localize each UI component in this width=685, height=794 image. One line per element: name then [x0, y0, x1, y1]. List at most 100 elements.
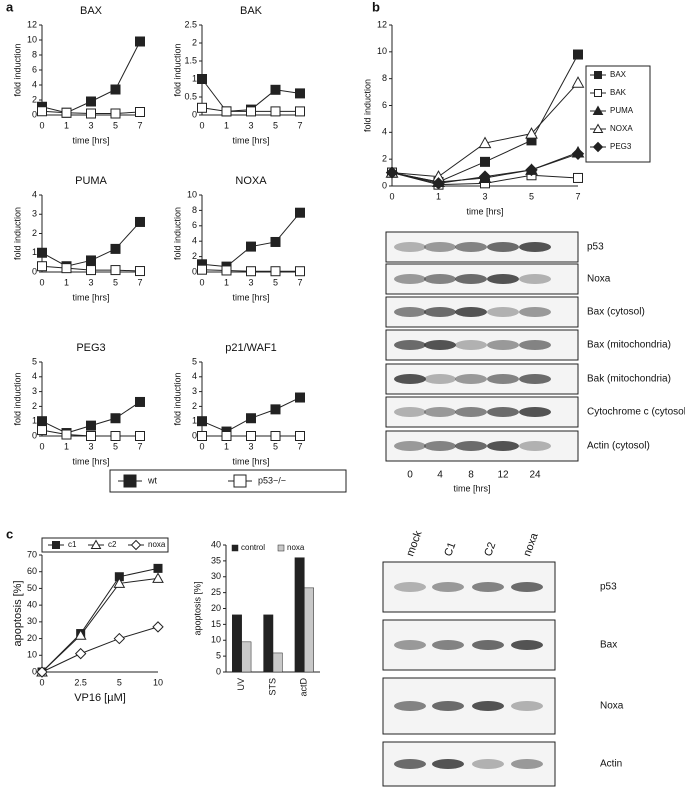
y-tick-label: 70 [27, 549, 37, 559]
y-tick-label: 2 [32, 94, 37, 104]
y-tick-label: 4 [32, 371, 37, 381]
blot-band [487, 441, 519, 451]
blot-band [432, 759, 464, 769]
x-tick-label: 7 [297, 441, 302, 451]
x-tick-label: 5 [113, 441, 118, 451]
blot-row-label: Bax (mitochondria) [587, 340, 671, 351]
y-tick-label: 0 [192, 430, 197, 440]
marker [270, 106, 281, 117]
marker [36, 666, 48, 678]
legend-label: c1 [68, 540, 77, 549]
marker [86, 420, 96, 431]
legend-label: PUMA [610, 106, 634, 115]
legend-label: wt [147, 475, 157, 485]
blot-band [424, 307, 456, 317]
blot-row-label: Bak (mitochondria) [587, 374, 671, 385]
blot-band [519, 242, 551, 252]
y-tick-label: 0 [32, 666, 37, 676]
y-tick-label: 8 [382, 73, 387, 83]
blot-band [394, 582, 426, 592]
blot-row-label: Noxa [600, 701, 624, 712]
marker [61, 263, 72, 274]
blot-band [511, 582, 543, 592]
legend-label: noxa [148, 540, 166, 549]
marker [153, 563, 163, 573]
marker [480, 156, 490, 167]
marker [478, 136, 492, 149]
marker [270, 404, 281, 415]
marker [246, 241, 256, 252]
x-tick-label: 5 [117, 677, 122, 687]
blot-band [472, 701, 504, 711]
marker [221, 106, 232, 117]
marker [152, 572, 164, 583]
blot-band [519, 307, 551, 317]
x-tick-label: actD [299, 678, 309, 697]
marker [270, 266, 281, 277]
y-axis-label: fold induction [362, 79, 372, 132]
y-axis-label: fold induction [172, 207, 182, 260]
marker [37, 425, 47, 436]
x-tick-label: 0 [199, 120, 204, 130]
marker [110, 413, 121, 424]
y-tick-label: 0 [382, 180, 387, 190]
blot-band [394, 759, 426, 769]
blot-band [424, 374, 456, 384]
marker [270, 236, 281, 247]
bar [272, 652, 283, 673]
y-tick-label: 6 [32, 64, 37, 74]
x-tick-label: 0 [39, 277, 44, 287]
legend-box [585, 65, 651, 163]
y-tick-label: 12 [27, 19, 37, 29]
y-axis-label: apoptosis [%] [192, 581, 202, 635]
y-tick-label: 10 [377, 46, 387, 56]
marker [295, 431, 305, 441]
blot-band [455, 340, 487, 350]
marker [246, 106, 256, 117]
y-tick-label: 15 [211, 619, 221, 629]
marker [61, 429, 72, 440]
x-axis-label: time [hrs] [232, 292, 269, 302]
x-tick-label: UV [236, 678, 246, 691]
x-tick-label: STS [267, 678, 277, 696]
marker [246, 266, 256, 277]
blot-row-label: Actin [600, 759, 622, 770]
x-tick-label: 7 [137, 120, 142, 130]
marker [221, 265, 232, 276]
panel-letter: b [372, 0, 380, 14]
legend-label: PEG3 [610, 142, 632, 151]
marker [110, 108, 121, 119]
y-tick-label: 2 [32, 228, 37, 238]
blot-band [455, 242, 487, 252]
marker [37, 106, 47, 117]
y-tick-label: 10 [211, 635, 221, 645]
y-tick-label: 0 [32, 266, 37, 276]
blot-band [519, 407, 551, 417]
y-tick-label: 1 [192, 416, 197, 426]
y-tick-label: 20 [211, 603, 221, 613]
blot-band [472, 759, 504, 769]
x-axis-label: time [hrs] [72, 456, 109, 466]
chart-title: BAX [80, 5, 103, 17]
bar [241, 641, 252, 673]
blot-band [424, 242, 456, 252]
y-axis-label: fold induction [172, 372, 182, 425]
blot-column-label: 24 [529, 470, 541, 481]
panel-letter: c [6, 526, 13, 541]
legend-label: BAK [610, 88, 627, 97]
legend-box [41, 537, 169, 553]
blot-band [455, 307, 487, 317]
blot-band [424, 340, 456, 350]
y-tick-label: 6 [192, 220, 197, 230]
marker [270, 84, 281, 95]
marker [295, 207, 305, 218]
y-tick-label: 40 [27, 600, 37, 610]
legend-marker [123, 474, 137, 488]
blot-band [487, 274, 519, 284]
y-tick-label: 1.5 [184, 55, 197, 65]
blot-band [455, 374, 487, 384]
x-axis-label: VP16 [µM] [74, 692, 126, 704]
marker [135, 396, 145, 407]
bar [304, 587, 314, 673]
chart-title: PUMA [75, 175, 107, 187]
